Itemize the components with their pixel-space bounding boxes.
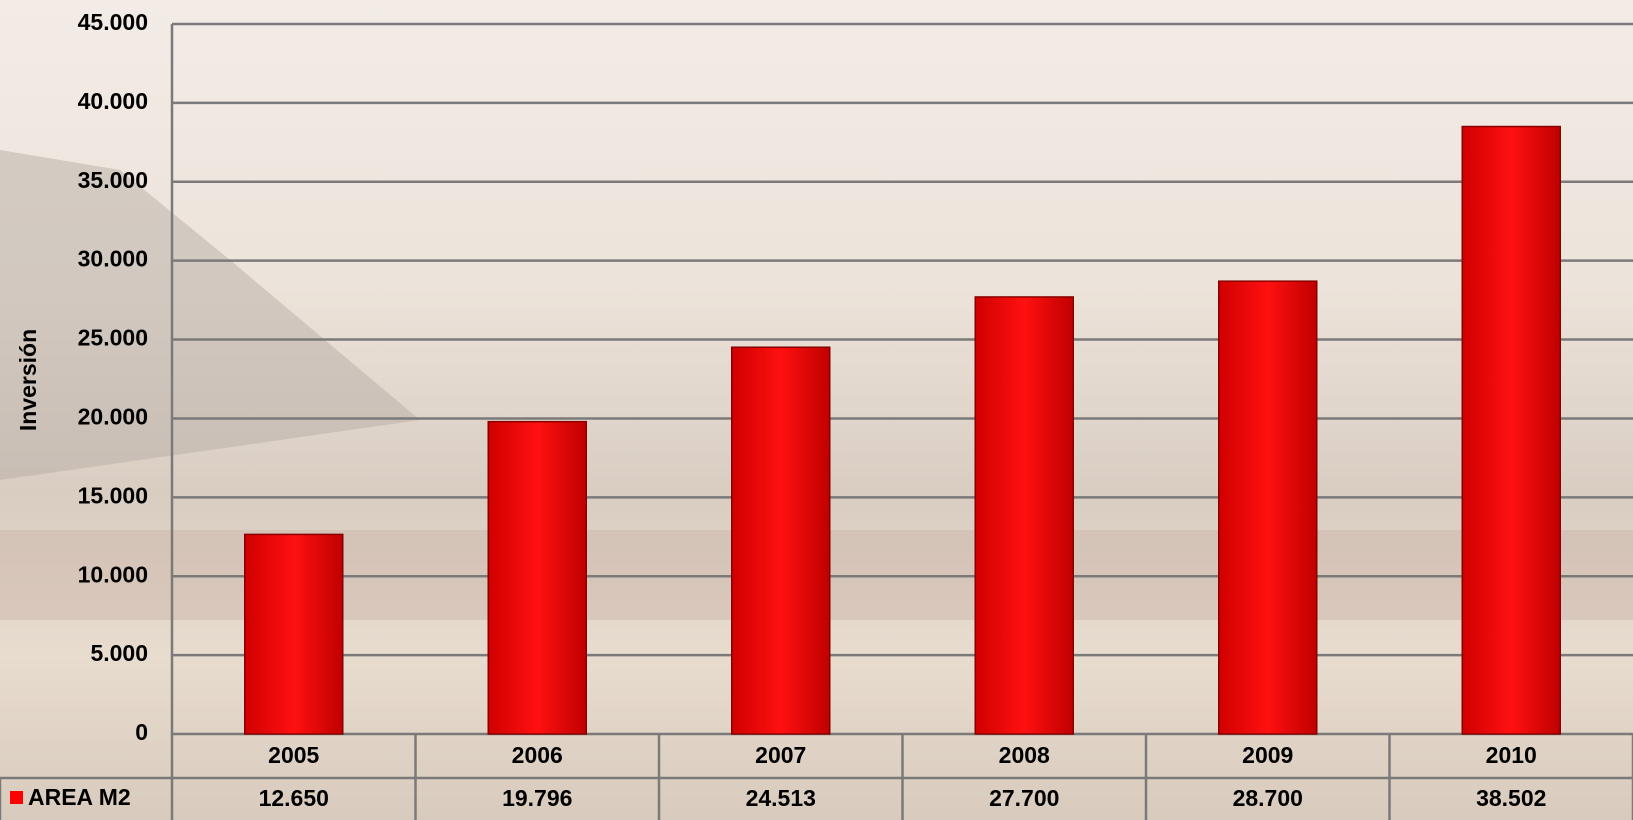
y-tick-label: 10.000 <box>78 561 148 587</box>
x-tick-label: 2008 <box>999 742 1050 768</box>
y-tick-label: 15.000 <box>78 482 148 508</box>
bar <box>1218 280 1318 735</box>
bar <box>487 420 587 735</box>
y-tick-label: 45.000 <box>78 9 148 35</box>
x-tick-label: 2009 <box>1242 742 1293 768</box>
data-label: 12.650 <box>259 785 329 811</box>
legend-label: AREA M2 <box>28 784 131 810</box>
data-label: 19.796 <box>502 785 572 811</box>
y-tick-label: 30.000 <box>78 246 148 272</box>
data-label: 27.700 <box>989 785 1059 811</box>
bar <box>244 533 344 735</box>
y-tick-label: 20.000 <box>78 404 148 430</box>
x-tick-label: 2010 <box>1486 742 1537 768</box>
data-label: 38.502 <box>1476 785 1546 811</box>
bar <box>1461 125 1561 735</box>
legend-swatch <box>10 791 23 804</box>
bar <box>731 346 831 735</box>
x-tick-label: 2007 <box>755 742 806 768</box>
data-label: 24.513 <box>746 785 816 811</box>
mountain <box>0 150 420 480</box>
x-tick-label: 2005 <box>268 742 319 768</box>
y-tick-label: 40.000 <box>78 88 148 114</box>
data-label: 28.700 <box>1233 785 1303 811</box>
y-tick-label: 0 <box>135 719 148 745</box>
bar <box>974 296 1074 735</box>
y-axis-label: Inversión <box>15 329 41 431</box>
y-tick-label: 25.000 <box>78 325 148 351</box>
y-tick-label: 35.000 <box>78 167 148 193</box>
y-tick-label: 5.000 <box>90 640 148 666</box>
x-tick-label: 2006 <box>512 742 563 768</box>
